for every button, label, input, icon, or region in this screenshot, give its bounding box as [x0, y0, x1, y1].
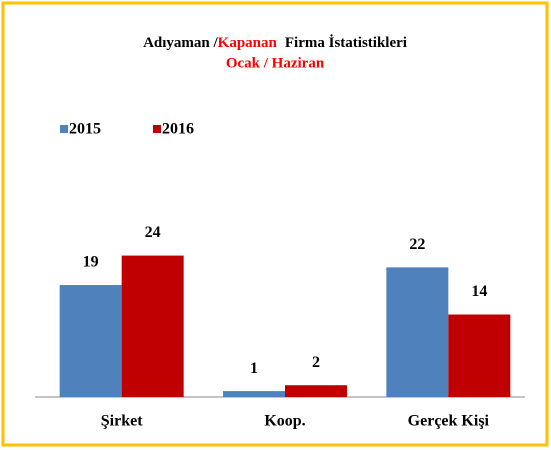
- data-label: 2: [312, 354, 320, 371]
- title-part: Kapanan: [218, 35, 278, 51]
- bar: [386, 267, 449, 397]
- x-tick-label: Koop.: [264, 413, 305, 430]
- bar: [59, 285, 122, 397]
- data-label: 1: [250, 360, 258, 377]
- title-part: Firma İstatistikleri: [285, 34, 407, 51]
- legend-swatch: [60, 125, 68, 133]
- x-tick-label: Şirket: [101, 413, 143, 430]
- data-label: 24: [145, 224, 161, 241]
- legend-label: 2016: [162, 121, 194, 138]
- bar: [285, 385, 347, 397]
- legend-label: 2015: [69, 121, 101, 138]
- bar: [223, 391, 285, 397]
- bar: [121, 255, 184, 397]
- x-tick-label: Gerçek Kişi: [408, 413, 490, 430]
- title-part: Adıyaman /: [143, 35, 218, 51]
- bar: [448, 314, 511, 397]
- data-label: 14: [471, 283, 487, 300]
- data-label: 19: [83, 254, 99, 271]
- chart-title: Adıyaman /Kapanan Firma İstatistikleri: [143, 34, 407, 51]
- legend-swatch: [153, 125, 161, 133]
- chart-subtitle: Ocak / Haziran: [226, 55, 325, 71]
- data-label: 22: [409, 236, 425, 253]
